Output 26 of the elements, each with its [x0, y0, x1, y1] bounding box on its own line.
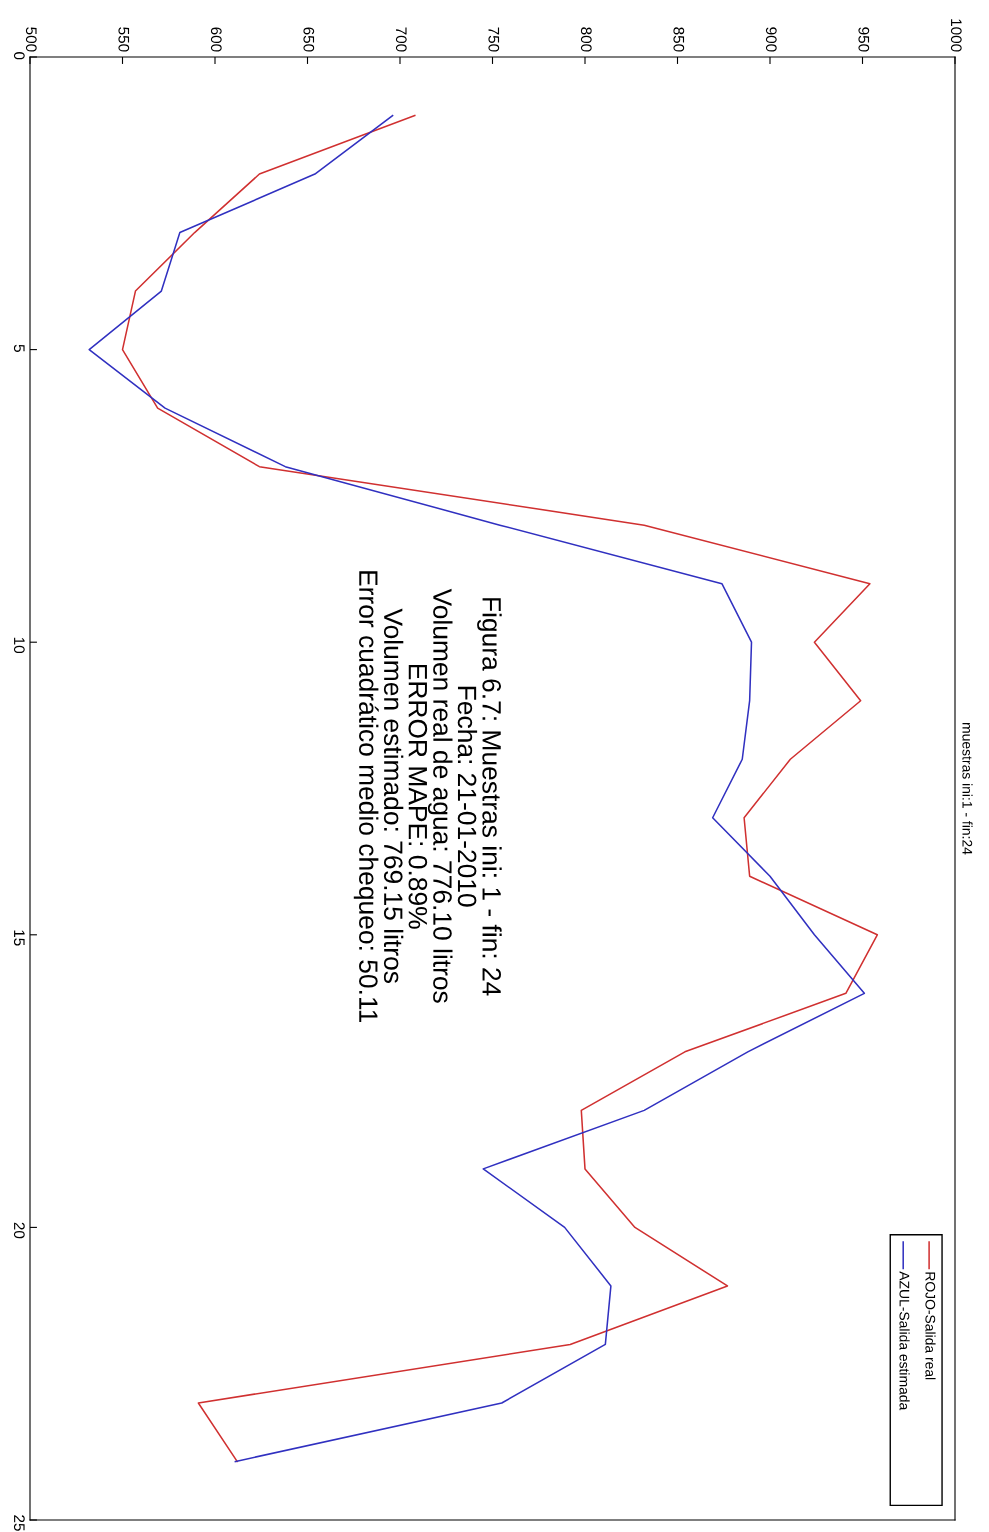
y-tick-label: 5: [13, 344, 25, 352]
legend-label: AZUL-Salida estimada: [899, 1271, 910, 1411]
x-tick-label: 700: [395, 27, 407, 52]
annotation: Fecha: 21-01-2010: [457, 686, 478, 907]
x-tick-label: 500: [25, 27, 37, 52]
x-tick-label: 600: [210, 27, 222, 52]
x-tick-label: 850: [673, 27, 685, 52]
x-tick-label: 550: [118, 27, 130, 52]
x-tick-label: 1000: [950, 19, 962, 52]
x-tick-label: 800: [580, 27, 592, 52]
y-tick-label: 0: [13, 52, 25, 60]
x-tick-label: 950: [858, 27, 870, 52]
text: muestras ini:1 - fin:24: [962, 723, 973, 855]
x-tick-label: 750: [488, 27, 500, 52]
annotation: Volumen estimado: 769.15 litros: [383, 608, 404, 983]
y-tick-label: 25: [13, 1515, 25, 1531]
x-tick-label: 900: [765, 27, 777, 52]
annotation: Error cuadrático medio chequeo: 50.11: [353, 571, 379, 1023]
annotation: Figura 6.7: Muestras ini: 1 - fin: 24: [477, 598, 502, 996]
legend-label: ROJO-Salida real: [925, 1272, 936, 1380]
y-tick-label: 10: [13, 637, 25, 654]
y-tick-label: 15: [13, 930, 25, 946]
annotation: ERROR MAPE: 0.89%: [408, 664, 428, 929]
x-tick-label: 650: [303, 27, 315, 52]
y-tick-label: 20: [13, 1222, 25, 1239]
annotation: Volumen real de agua: 776.10 litros: [427, 588, 453, 1003]
